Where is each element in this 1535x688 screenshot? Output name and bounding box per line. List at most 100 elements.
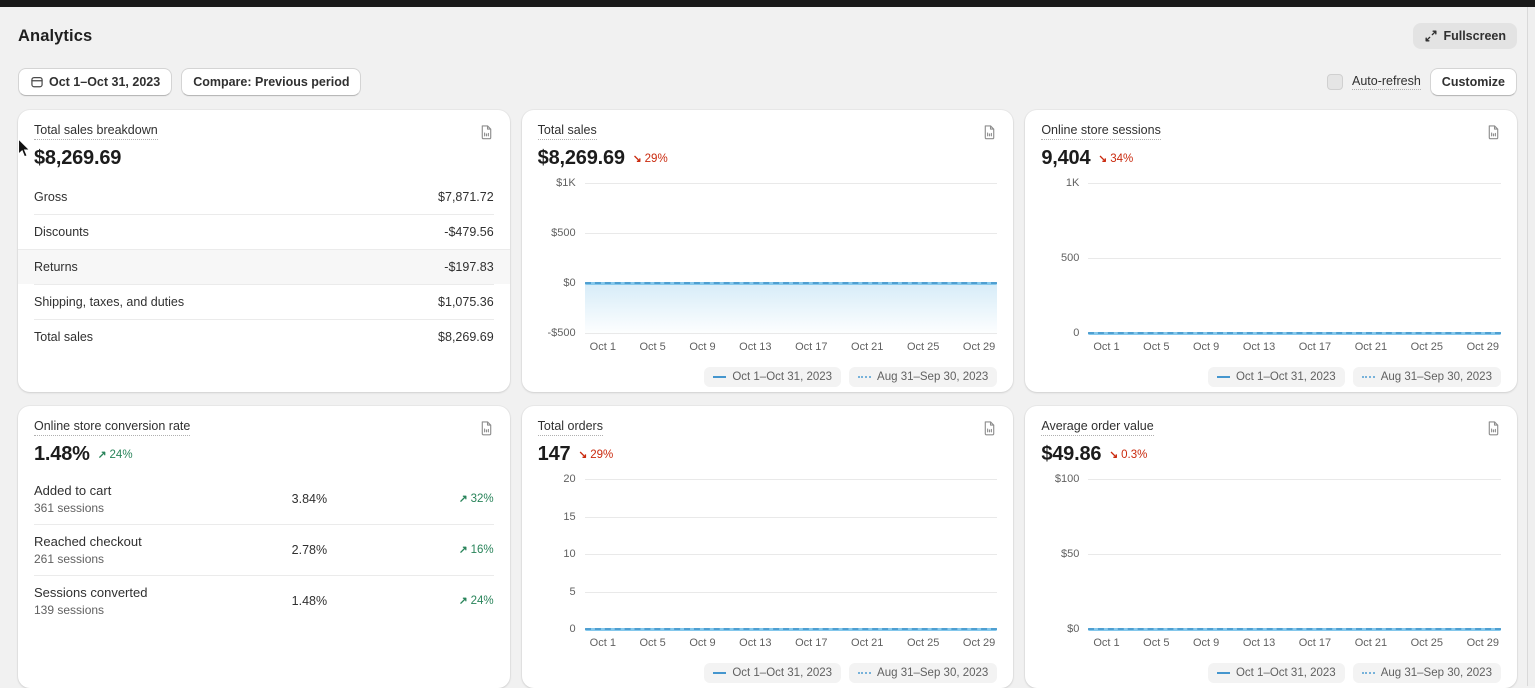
x-axis-label: Oct 29 [1466,637,1499,649]
y-axis-label: 5 [569,585,576,598]
y-axis-label: 500 [1060,252,1080,264]
window-top-bar [0,0,1535,7]
delta-text: 24% [470,595,494,607]
chart-legend: Oct 1–Oct 31, 2023 Aug 31–Sep 30, 2023 [1041,663,1501,683]
table-row: Gross $7,871.72 [34,180,494,214]
x-axis-label: Oct 21 [1354,637,1388,649]
auto-refresh-checkbox[interactable] [1327,74,1344,90]
x-axis-label: Oct 21 [851,341,884,353]
series-line-current-and-comparison [584,281,998,285]
legend-item: Aug 31–Sep 30, 2023 [1352,663,1501,683]
step-delta: ↗ 16% [402,544,494,556]
legend-label: Aug 31–Sep 30, 2023 [1380,667,1492,679]
chart-legend: Oct 1–Oct 31, 2023 Aug 31–Sep 30, 2023 [1041,367,1501,387]
y-axis-label: 15 [563,510,576,523]
x-axis-label: Oct 29 [1466,341,1499,353]
y-axis-label: $0 [563,277,576,289]
card-title-total-sales[interactable]: Total sales [537,123,597,140]
legend-label: Oct 1–Oct 31, 2023 [732,667,833,679]
compare-button[interactable]: Compare: Previous period [181,68,362,96]
list-item: Added to cart 361 sessions 3.84% ↗ 32% [34,474,494,524]
y-axis-label: $500 [551,227,576,239]
card-title-online-store-conversion-rate[interactable]: Online store conversion rate [34,419,191,436]
card-title-total-orders[interactable]: Total orders [537,419,603,436]
y-axis-label: -$500 [547,327,576,339]
line-chart[interactable]: $100 $50 $0 [1041,473,1501,635]
line-chart[interactable]: 20 15 10 5 0 [538,473,998,635]
delta-badge: ↘ 34% [1098,152,1134,165]
customize-button[interactable]: Customize [1429,68,1517,96]
card-title-average-order-value[interactable]: Average order value [1041,419,1154,436]
calendar-icon [30,75,44,89]
trend-up-icon: ↗ [458,493,468,505]
x-axis-label: Oct 13 [739,341,772,353]
report-icon[interactable] [479,124,494,140]
legend-item: Oct 1–Oct 31, 2023 [704,367,842,387]
x-axis: Oct 1 Oct 5 Oct 9 Oct 13 Oct 17 Oct 21 Oct 25 O… [1093,637,1499,649]
x-axis-label: Oct 5 [1143,341,1170,353]
auto-refresh-label[interactable]: Auto-refresh [1352,74,1421,90]
series-line-current-and-comparison [584,627,998,631]
delta-badge: ↗ 32% [459,493,494,505]
row-value: -$197.83 [444,260,494,274]
x-axis: Oct 1 Oct 5 Oct 9 Oct 13 Oct 17 Oct 21 Oct 25 O… [590,637,996,649]
y-axis-label: $50 [1060,548,1080,560]
step-sessions: 361 sessions [34,501,105,515]
date-range-label: Oct 1–Oct 31, 2023 [49,75,161,89]
report-icon[interactable] [479,420,494,436]
gridline [1088,258,1501,259]
y-axis-label: $100 [1054,473,1080,485]
card-average-order-value: Average order value $49.86 ↘ 0.3% $100 $5… [1025,406,1517,688]
gridline [584,183,998,184]
legend-item: Aug 31–Sep 30, 2023 [849,663,998,683]
gridline [584,479,998,480]
dotted-line-swatch-icon [1361,672,1375,674]
row-value: $7,871.72 [438,190,494,204]
date-range-button[interactable]: Oct 1–Oct 31, 2023 [18,68,173,96]
x-axis-label: Oct 17 [795,637,828,649]
fullscreen-button[interactable]: Fullscreen [1413,23,1517,49]
delta-badge: ↗ 16% [459,544,494,556]
delta-text: 16% [470,544,494,556]
y-axis-label: 0 [1073,327,1080,339]
card-title-online-store-sessions[interactable]: Online store sessions [1041,123,1161,140]
line-chart[interactable]: 1K 500 0 [1041,177,1501,339]
y-axis-label: 0 [569,623,576,635]
report-icon[interactable] [1486,420,1501,436]
x-axis-label: Oct 5 [1143,637,1170,649]
dotted-line-swatch-icon [858,376,872,378]
y-axis-label: $1K [556,177,576,189]
x-axis-label: Oct 5 [639,637,666,649]
report-icon[interactable] [1486,124,1501,140]
report-icon[interactable] [982,124,997,140]
step-rate: 3.84% [291,492,328,506]
delta-badge: ↘ 0.3% [1109,448,1148,461]
report-icon[interactable] [982,420,997,436]
legend-label: Aug 31–Sep 30, 2023 [877,371,989,383]
row-value: $1,075.36 [438,295,494,309]
x-axis-label: Oct 29 [962,341,996,353]
table-row: Shipping, taxes, and duties $1,075.36 [34,284,494,319]
x-axis-label: Oct 17 [795,341,828,353]
conversion-funnel-table: Added to cart 361 sessions 3.84% ↗ 32% Reache… [34,474,494,626]
card-online-store-conversion-rate: Online store conversion rate 1.48% ↗ 24%… [18,406,510,688]
gridline [1088,479,1501,480]
card-total-sales-breakdown: Total sales breakdown $8,269.69 Gross $7,… [18,110,510,392]
scrollbar-track[interactable] [1527,7,1535,686]
filters-toolbar: Oct 1–Oct 31, 2023 Compare: Previous per… [18,68,1517,96]
chart-area-fill [584,284,998,336]
chart-legend: Oct 1–Oct 31, 2023 Aug 31–Sep 30, 2023 [538,367,998,387]
gridline [1088,554,1501,555]
x-axis-label: Oct 1 [589,341,616,353]
card-total-orders: Total orders 147 ↘ 29% 20 15 10 5 0 Oct 1 Oct… [521,406,1014,688]
series-line-current-and-comparison [1088,627,1501,631]
x-axis-label: Oct 9 [689,637,716,649]
card-title-total-sales-breakdown[interactable]: Total sales breakdown [34,123,158,140]
x-axis-label: Oct 21 [851,637,884,649]
line-chart[interactable]: $1K $500 $0 -$500 [538,177,998,339]
row-value: $8,269.69 [438,330,494,344]
x-axis-label: Oct 25 [1410,637,1444,649]
list-item: Sessions converted 139 sessions 1.48% ↗ 24% [34,575,494,626]
legend-item: Aug 31–Sep 30, 2023 [1352,367,1501,387]
gridline [584,516,998,518]
